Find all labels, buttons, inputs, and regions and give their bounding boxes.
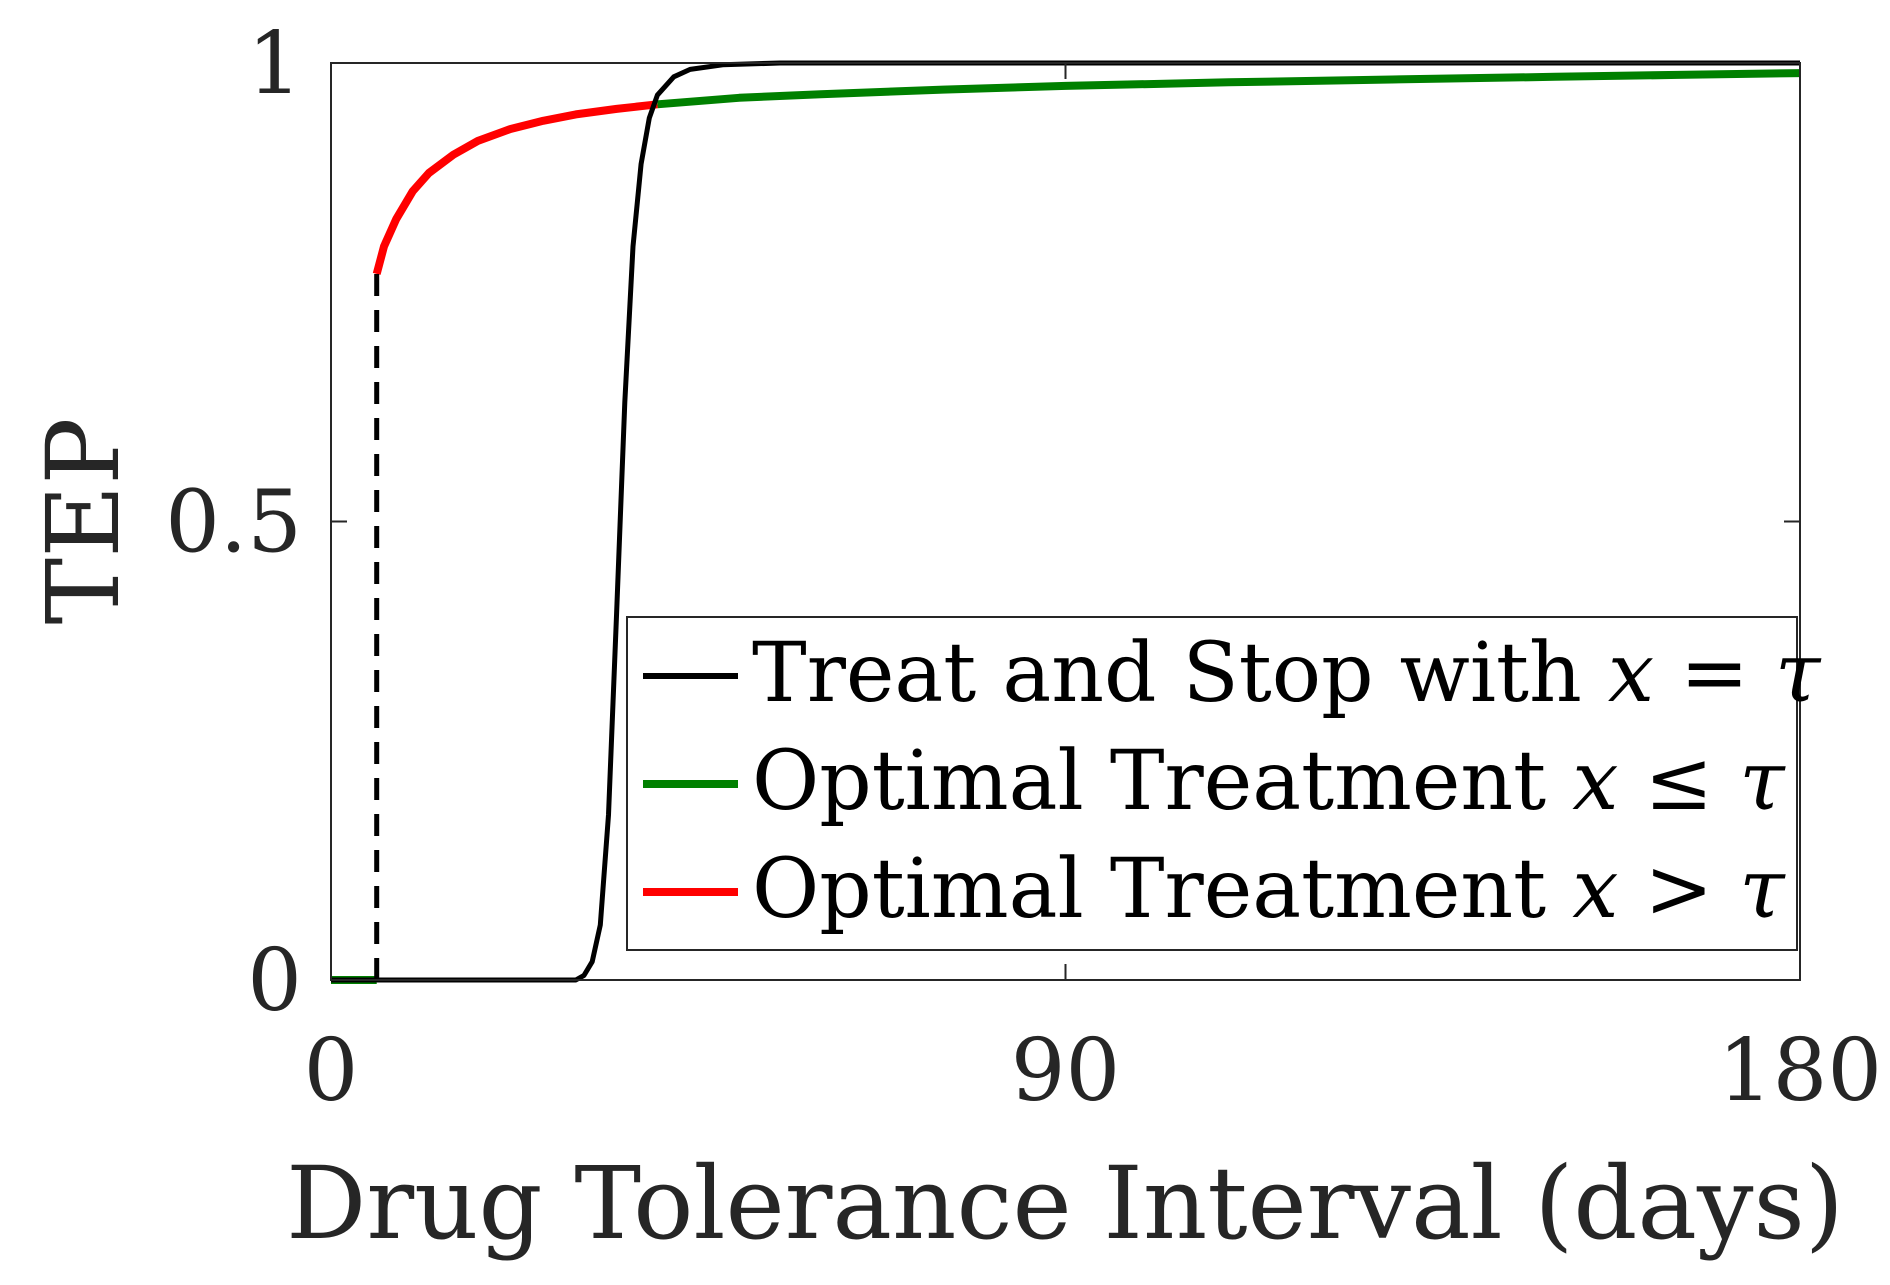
x-tick-label: 90: [1011, 1021, 1120, 1121]
y-tick-label: 0: [247, 931, 302, 1031]
series-layer: [331, 60, 1801, 984]
x-tick-label: 180: [1718, 1021, 1882, 1121]
legend-box: [626, 616, 1798, 951]
series-line-optimal-treatment-x-segment-1: [657, 69, 1801, 109]
y-tick-label: 0.5: [165, 473, 302, 573]
ticks-layer: 0 90 180 0 0.5 1: [165, 14, 1882, 1121]
legend-label-optimal-le: Optimal Treatment x ≤ τ: [752, 734, 1786, 829]
legend: Treat and Stop with x = τ Optimal Treatm…: [626, 616, 1822, 951]
x-axis-label: Drug Tolerance Interval (days): [286, 1145, 1844, 1262]
y-axis-label: TEP: [25, 418, 142, 625]
legend-label-treat-and-stop: Treat and Stop with x = τ: [752, 626, 1822, 721]
x-tick-label: 0: [304, 1021, 359, 1121]
series-line-optimal-treatment-x: [372, 100, 658, 275]
legend-label-optimal-gt: Optimal Treatment x > τ: [752, 842, 1786, 937]
y-tick-label: 1: [247, 14, 302, 114]
